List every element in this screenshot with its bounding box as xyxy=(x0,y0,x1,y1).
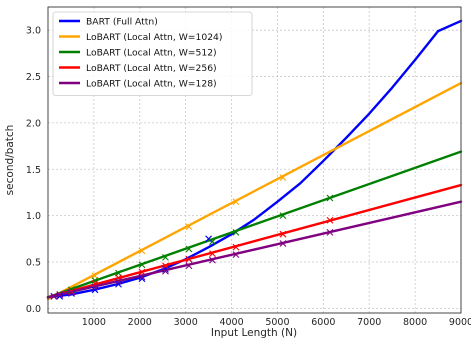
data-point-marker xyxy=(162,267,169,275)
y-tick-label: 1.0 xyxy=(26,211,41,222)
x-tick-label: 6000 xyxy=(311,317,335,328)
data-point-marker xyxy=(209,256,216,264)
legend-box xyxy=(52,11,253,96)
x-tick-label: 5000 xyxy=(265,317,289,328)
data-point-marker xyxy=(326,194,334,202)
series-line-0 xyxy=(46,19,463,299)
data-point-marker xyxy=(279,174,287,182)
series-line-2 xyxy=(46,150,463,299)
data-point-marker xyxy=(138,247,146,255)
data-point-marker xyxy=(185,255,193,263)
x-tick-label: 9000 xyxy=(449,317,471,328)
data-point-marker xyxy=(209,238,216,245)
y-tick-label: 0.5 xyxy=(26,258,41,269)
y-tick-label: 2.0 xyxy=(26,118,41,129)
data-point-marker xyxy=(205,235,213,243)
data-point-marker xyxy=(115,278,122,285)
data-point-marker xyxy=(68,289,75,296)
data-point-marker xyxy=(91,283,99,291)
x-tick-label: 1000 xyxy=(82,317,106,328)
x-tick-label: 2000 xyxy=(128,317,152,328)
legend-entry-label: LoBART (Local Attn, W=1024) xyxy=(86,32,222,43)
data-point-marker xyxy=(232,243,240,251)
data-point-marker xyxy=(279,230,287,238)
series-line-4 xyxy=(46,200,463,299)
data-point-marker xyxy=(162,253,169,261)
data-point-marker xyxy=(115,280,122,288)
x-tick-label: 3000 xyxy=(174,317,198,328)
legend-entry-label: LoBART (Local Attn, W=128) xyxy=(86,78,217,89)
x-tick-label: 7000 xyxy=(357,317,381,328)
x-tick-label: 8000 xyxy=(403,317,427,328)
legend-entry-label: LoBART (Local Attn, W=256) xyxy=(86,63,217,74)
x-tick-label: 4000 xyxy=(219,317,243,328)
data-point-marker xyxy=(279,240,287,247)
legend: BART (Full Attn) LoBART (Local Attn, W=10… xyxy=(52,11,253,96)
data-point-marker xyxy=(279,212,287,220)
legend-entry-label: BART (Full Attn) xyxy=(86,16,158,27)
data-point-marker xyxy=(326,228,334,236)
y-axis-ticks: 0.0 0.5 1.0 1.5 2.0 2.5 3.0 xyxy=(26,26,41,315)
legend-entry-label: LoBART (Local Attn, W=512) xyxy=(86,47,217,58)
data-point-marker xyxy=(138,275,146,283)
data-point-marker xyxy=(162,262,169,270)
data-point-marker xyxy=(232,198,240,206)
series-line-3 xyxy=(46,183,463,299)
series-markers xyxy=(50,174,334,300)
data-point-marker xyxy=(56,291,64,298)
data-point-marker xyxy=(68,286,75,294)
y-tick-label: 0.0 xyxy=(26,304,41,315)
data-point-marker xyxy=(68,288,75,296)
data-point-marker xyxy=(50,292,58,300)
data-point-marker xyxy=(138,261,146,269)
data-point-marker xyxy=(209,250,216,258)
data-point-marker xyxy=(185,262,193,270)
y-axis-label: second/batch xyxy=(4,125,16,196)
y-tick-label: 2.5 xyxy=(26,72,41,83)
data-point-marker xyxy=(56,292,64,300)
x-axis-ticks: 1000 2000 3000 4000 5000 6000 7000 8000 9000 xyxy=(82,317,471,328)
data-point-marker xyxy=(326,216,334,224)
data-point-marker xyxy=(185,223,193,231)
data-point-marker xyxy=(91,277,99,284)
plot-frame xyxy=(47,6,462,314)
y-tick-label: 1.5 xyxy=(26,165,41,176)
data-point-marker xyxy=(232,228,240,236)
data-point-marker xyxy=(91,286,99,294)
x-axis-label: Input Length (N) xyxy=(211,327,297,339)
data-point-marker xyxy=(138,273,146,281)
series-lines xyxy=(46,19,463,301)
data-point-marker xyxy=(185,245,193,253)
series-line-1 xyxy=(46,81,463,301)
data-point-marker xyxy=(232,251,240,258)
y-tick-label: 3.0 xyxy=(26,26,41,37)
